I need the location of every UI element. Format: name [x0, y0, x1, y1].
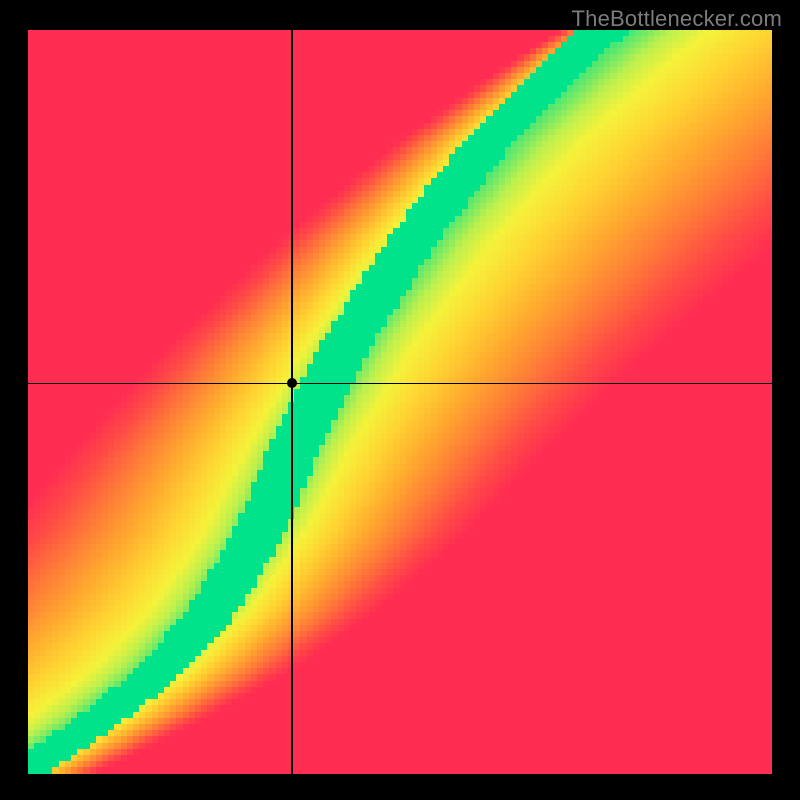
- watermark-text: TheBottlenecker.com: [572, 6, 782, 32]
- heatmap-canvas: [28, 30, 772, 774]
- bottleneck-heatmap: [28, 30, 772, 774]
- crosshair-horizontal: [28, 383, 772, 385]
- stage: TheBottlenecker.com: [0, 0, 800, 800]
- crosshair-vertical: [291, 30, 293, 774]
- crosshair-dot: [287, 378, 297, 388]
